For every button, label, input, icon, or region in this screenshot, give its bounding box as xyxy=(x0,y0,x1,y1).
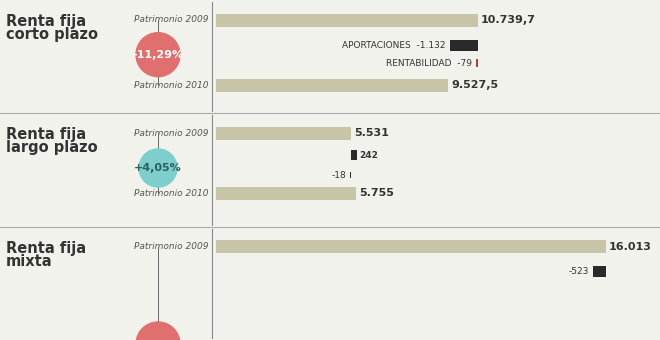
Text: 10.739,7: 10.739,7 xyxy=(480,15,535,25)
Text: 16.013: 16.013 xyxy=(609,242,652,252)
Text: Patrimonio 2010: Patrimonio 2010 xyxy=(135,189,209,198)
Bar xyxy=(450,39,478,51)
Bar xyxy=(216,240,606,253)
Text: Renta fija: Renta fija xyxy=(6,241,86,256)
Circle shape xyxy=(136,33,180,76)
Bar xyxy=(216,127,350,140)
Text: +4,05%: +4,05% xyxy=(134,163,182,173)
Circle shape xyxy=(136,322,180,340)
Text: -523: -523 xyxy=(569,267,589,276)
Bar xyxy=(216,79,448,91)
Text: Patrimonio 2009: Patrimonio 2009 xyxy=(135,16,209,24)
Circle shape xyxy=(139,149,177,187)
Text: mixta: mixta xyxy=(6,254,53,269)
Text: APORTACIONES  -1.132: APORTACIONES -1.132 xyxy=(343,40,446,50)
Text: 5.531: 5.531 xyxy=(354,128,389,138)
Bar xyxy=(216,14,478,27)
Bar xyxy=(216,187,356,200)
Text: Patrimonio 2010: Patrimonio 2010 xyxy=(135,81,209,89)
Text: Patrimonio 2009: Patrimonio 2009 xyxy=(135,129,209,138)
Text: 242: 242 xyxy=(360,151,378,160)
Text: Renta fija: Renta fija xyxy=(6,128,86,142)
Text: -11,29%: -11,29% xyxy=(133,50,183,59)
Text: corto plazo: corto plazo xyxy=(6,27,98,42)
Bar xyxy=(350,150,356,160)
Text: largo plazo: largo plazo xyxy=(6,140,98,155)
Bar xyxy=(476,59,478,67)
Text: Patrimonio 2009: Patrimonio 2009 xyxy=(135,242,209,251)
Text: 9.527,5: 9.527,5 xyxy=(451,80,498,90)
Text: 5.755: 5.755 xyxy=(359,188,394,198)
Text: Renta fija: Renta fija xyxy=(6,14,86,29)
Bar xyxy=(593,266,606,277)
Text: -18: -18 xyxy=(331,171,346,180)
Text: RENTABILIDAD  -79: RENTABILIDAD -79 xyxy=(385,58,472,68)
